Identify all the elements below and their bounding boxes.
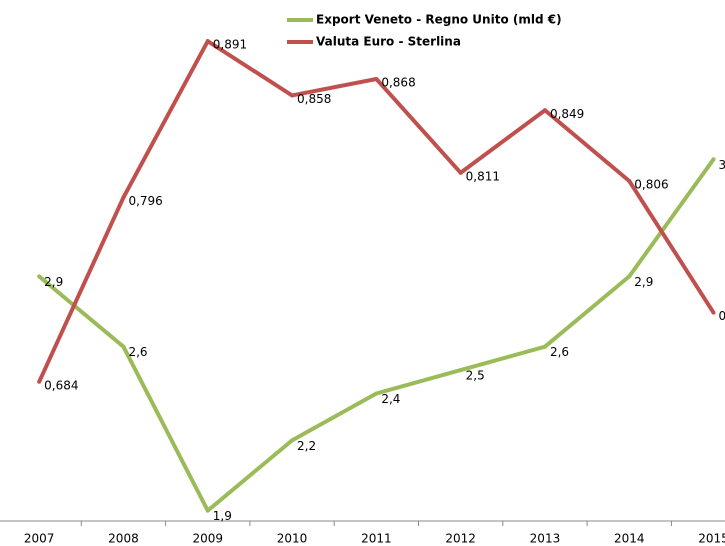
legend-label: Export Veneto - Regno Unito (mld €) bbox=[316, 13, 562, 27]
data-label: 2,6 bbox=[128, 345, 147, 359]
data-label: 0,858 bbox=[297, 92, 331, 106]
data-point bbox=[205, 508, 210, 513]
data-label: 0,891 bbox=[213, 38, 247, 52]
x-tick-label: 2014 bbox=[614, 532, 645, 546]
data-point bbox=[542, 344, 547, 349]
data-label: 0,868 bbox=[381, 75, 415, 89]
data-point bbox=[374, 391, 379, 396]
data-label: 1,9 bbox=[213, 509, 232, 523]
data-point bbox=[458, 170, 463, 175]
x-tick-label: 2010 bbox=[277, 532, 308, 546]
data-point bbox=[627, 179, 632, 184]
series-line bbox=[37, 39, 716, 383]
data-point bbox=[711, 157, 716, 162]
data-point bbox=[458, 368, 463, 373]
x-tick-label: 2007 bbox=[24, 532, 55, 546]
series-line bbox=[37, 158, 716, 513]
data-label: 0,806 bbox=[634, 178, 668, 192]
data-point bbox=[121, 344, 126, 349]
data-point bbox=[290, 438, 295, 443]
data-point bbox=[121, 195, 126, 200]
data-label: 3,4 bbox=[719, 158, 725, 172]
x-tick-label: 2009 bbox=[192, 532, 223, 546]
data-point bbox=[627, 274, 632, 279]
x-tick-label: 2012 bbox=[445, 532, 476, 546]
data-label: 0,726 bbox=[719, 309, 725, 323]
data-point bbox=[205, 39, 210, 44]
data-point bbox=[37, 379, 42, 384]
x-tick-label: 2015 bbox=[698, 532, 725, 546]
data-label: 2,4 bbox=[381, 392, 400, 406]
x-tick-label: 2011 bbox=[361, 532, 392, 546]
data-label: 2,5 bbox=[466, 369, 485, 383]
data-point bbox=[374, 76, 379, 81]
data-label: 0,684 bbox=[44, 378, 78, 392]
data-point bbox=[37, 274, 42, 279]
data-label: 2,6 bbox=[550, 345, 569, 359]
x-tick-label: 2013 bbox=[530, 532, 561, 546]
data-label: 0,811 bbox=[466, 169, 500, 183]
data-label: 0,796 bbox=[128, 194, 162, 208]
data-point bbox=[542, 108, 547, 113]
data-label: 2,9 bbox=[44, 275, 63, 289]
data-label: 2,2 bbox=[297, 439, 316, 453]
legend-label: Valuta Euro - Sterlina bbox=[316, 35, 461, 49]
data-label: 0,849 bbox=[550, 107, 584, 121]
data-label: 2,9 bbox=[634, 275, 653, 289]
data-point bbox=[290, 93, 295, 98]
x-tick-label: 2008 bbox=[108, 532, 139, 546]
data-point bbox=[711, 310, 716, 315]
